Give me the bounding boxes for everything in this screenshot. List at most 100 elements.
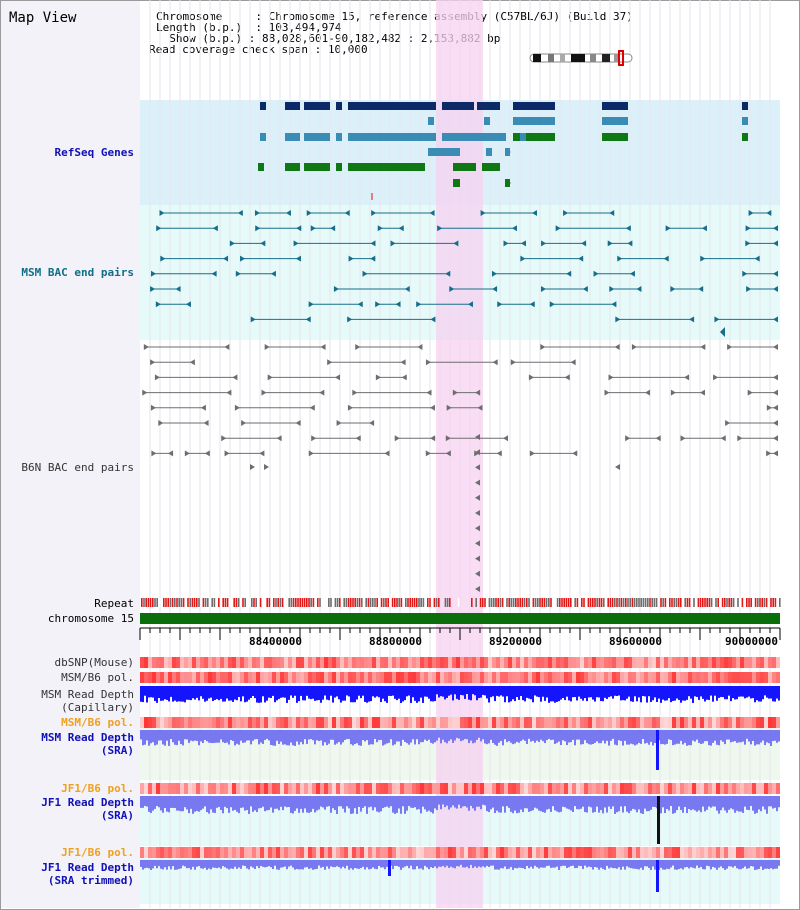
chromosome-bar[interactable]: [140, 613, 780, 624]
msm-sra-depth-bar: [714, 730, 716, 741]
jf1-trim-depth-bar: [250, 860, 252, 867]
track-label-jf1-depth-sra[interactable]: JF1 Read Depth: [41, 796, 134, 809]
msm-cap-depth-bar: [464, 686, 466, 699]
msm-b6-pol-2-cell: [236, 717, 240, 728]
jf1-trim-depth-bar: [362, 860, 364, 867]
jf1-sra-depth-bar: [730, 796, 732, 809]
msm-bac-pair: [503, 240, 526, 247]
msm-cap-depth-bar: [778, 686, 780, 701]
msm-b6-pol-cell: [196, 672, 200, 683]
repeat-block: [233, 598, 235, 607]
msm-cap-depth-bar: [686, 686, 688, 700]
repeat-block: [367, 598, 370, 607]
bac-end-icon: [625, 225, 631, 232]
msm-sra-depth-bar: [266, 730, 268, 739]
track-label-chromosome[interactable]: chromosome 15: [47, 612, 134, 625]
jf1-b6-pol-cell: [620, 783, 624, 794]
msm-sra-depth-bar: [272, 730, 274, 746]
track-label-repeat[interactable]: Repeat: [94, 597, 134, 610]
msm-bac-pair: [665, 225, 707, 232]
polymorphism-tracks[interactable]: [140, 657, 780, 858]
msm-b6-pol-2-cell: [240, 717, 244, 728]
jf1-b6-pol-cell: [484, 783, 488, 794]
jf1-sra-depth-bar: [342, 796, 344, 809]
gene-exon: [477, 102, 500, 110]
track-label-msm-b6-pol-2[interactable]: MSM/B6 pol.: [61, 716, 134, 729]
msm-b6-pol-2-cell: [452, 717, 456, 728]
msm-sra-depth-bar: [378, 730, 380, 741]
jf1-trim-depth-bar: [148, 860, 150, 869]
repeat-block: [508, 598, 510, 607]
jf1-trim-depth-bar: [160, 860, 162, 869]
dbsnp-cell: [184, 657, 188, 668]
jf1-trim-depth-bar: [634, 860, 636, 869]
b6n-bac-track[interactable]: [142, 344, 778, 592]
jf1-b6-pol-2-cell: [500, 847, 504, 858]
msm-b6-pol-cell: [644, 672, 648, 683]
msm-cap-depth-bar: [656, 686, 658, 702]
jf1-trim-depth-bar: [608, 860, 610, 869]
jf1-trim-depth-bar: [196, 860, 198, 867]
dbsnp-cell: [716, 657, 720, 668]
msm-b6-pol-cell: [524, 672, 528, 683]
msm-bac-track[interactable]: [150, 210, 778, 337]
refseq-genes-track[interactable]: [258, 102, 748, 200]
track-label-jf1-b6-pol-2[interactable]: JF1/B6 pol.: [61, 846, 134, 859]
jf1-sra-depth-bar: [444, 796, 446, 808]
msm-b6-pol-cell: [376, 672, 380, 683]
chromosome-ideogram[interactable]: [529, 50, 633, 66]
track-label-b6n-bac[interactable]: B6N BAC end pairs: [21, 461, 134, 474]
jf1-b6-pol-2-cell: [464, 847, 468, 858]
track-label-msm-b6-pol[interactable]: MSM/B6 pol.: [61, 671, 134, 684]
track-label-msm-depth-sra[interactable]: MSM Read Depth: [41, 731, 134, 744]
msm-b6-pol-cell: [364, 672, 368, 683]
jf1-trim-depth-bar: [380, 860, 382, 868]
jf1-b6-pol-2-cell: [340, 847, 344, 858]
jf1-sra-depth-bar: [234, 796, 236, 810]
b6n-bac-pair: [670, 389, 705, 396]
jf1-b6-pol-cell: [272, 783, 276, 794]
repeat-track[interactable]: [141, 598, 781, 607]
track-label-dbsnp[interactable]: dbSNP(Mouse): [54, 656, 134, 669]
msm-cap-depth-bar: [302, 686, 304, 701]
track-label-jf1-b6-pol[interactable]: JF1/B6 pol.: [61, 782, 134, 795]
repeat-block: [405, 598, 407, 607]
jf1-b6-pol-2-cell: [484, 847, 488, 858]
msm-sra-depth-bar: [402, 730, 404, 740]
jf1-b6-pol-2-cell: [516, 847, 520, 858]
track-label-jf1-depth-trim[interactable]: JF1 Read Depth: [41, 861, 134, 874]
strand-arrow-icon: [484, 117, 490, 125]
bac-end-icon: [528, 374, 534, 381]
bac-end-icon: [540, 344, 546, 350]
bac-end-icon: [203, 420, 209, 426]
msm-sra-depth-bar: [746, 730, 748, 739]
msm-sra-depth-bar: [690, 730, 692, 746]
dbsnp-cell: [600, 657, 604, 668]
msm-b6-pol-2-cell: [480, 717, 484, 728]
track-label-refseq[interactable]: RefSeq Genes: [54, 146, 134, 159]
jf1-sra-depth-bar: [712, 796, 714, 807]
repeat-block: [596, 598, 598, 607]
repeat-block: [585, 598, 587, 607]
msm-sra-depth-bar: [156, 730, 158, 745]
bac-end-icon: [370, 255, 376, 262]
track-label-msm-depth-cap[interactable]: MSM Read Depth: [41, 688, 134, 701]
jf1-sra-depth-bar: [214, 796, 216, 813]
bac-end-icon: [510, 359, 516, 366]
jf1-b6-pol-cell: [668, 783, 672, 794]
jf1-sra-depth-bar: [300, 796, 302, 809]
jf1-trim-depth-bar: [210, 860, 212, 870]
read-depth-tracks[interactable]: [140, 686, 780, 892]
dbsnp-cell: [740, 657, 744, 668]
track-label-msm-bac[interactable]: MSM BAC end pairs: [21, 266, 134, 279]
dbsnp-cell: [700, 657, 704, 668]
dbsnp-cell: [300, 657, 304, 668]
repeat-block: [754, 598, 757, 607]
jf1-sra-depth-bar: [694, 796, 696, 811]
gene-exon: [602, 133, 628, 141]
msm-sra-depth-bar: [622, 730, 624, 746]
msm-sra-depth-bar: [530, 730, 532, 742]
b6n-bac-pair: [625, 435, 661, 442]
bac-end-icon: [475, 449, 480, 456]
